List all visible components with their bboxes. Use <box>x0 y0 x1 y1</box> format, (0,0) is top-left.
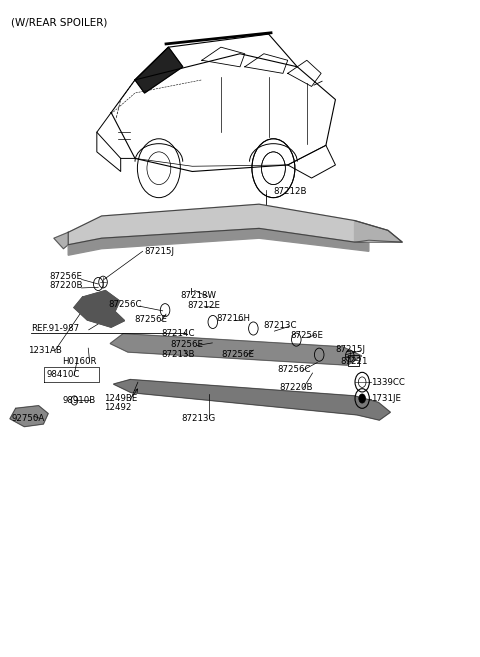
Text: 87212B: 87212B <box>274 187 307 196</box>
Polygon shape <box>68 229 369 255</box>
Text: 87220B: 87220B <box>279 383 312 392</box>
Polygon shape <box>54 233 68 249</box>
Text: 1731JE: 1731JE <box>371 394 401 403</box>
Text: 87214C: 87214C <box>161 329 195 338</box>
Circle shape <box>359 394 365 403</box>
Polygon shape <box>355 221 402 242</box>
Polygon shape <box>68 204 369 245</box>
Bar <box>348 355 359 366</box>
Text: 87212E: 87212E <box>188 301 220 310</box>
Text: (W/REAR SPOILER): (W/REAR SPOILER) <box>11 18 108 28</box>
Polygon shape <box>74 290 124 327</box>
Polygon shape <box>10 406 48 426</box>
Text: 87213B: 87213B <box>161 350 195 359</box>
Text: 87220B: 87220B <box>49 281 83 290</box>
Polygon shape <box>135 47 183 93</box>
Text: 87221: 87221 <box>340 357 368 366</box>
Polygon shape <box>114 380 390 420</box>
Text: 87215J: 87215J <box>144 247 175 256</box>
Text: 87216H: 87216H <box>216 314 250 323</box>
Text: 87256C: 87256C <box>109 300 142 309</box>
Text: 87215J: 87215J <box>336 345 365 354</box>
Text: 98410C: 98410C <box>47 370 80 379</box>
Text: 87213G: 87213G <box>182 415 216 423</box>
Text: REF.91-987: REF.91-987 <box>31 324 79 333</box>
Polygon shape <box>110 334 362 365</box>
Text: 87256E: 87256E <box>221 350 254 359</box>
Text: 12492: 12492 <box>104 403 132 411</box>
Text: 87256C: 87256C <box>277 365 311 374</box>
Text: 87256E: 87256E <box>290 330 323 340</box>
Text: 87213C: 87213C <box>263 321 297 330</box>
Text: 1231AB: 1231AB <box>28 346 61 355</box>
Text: 87256E: 87256E <box>171 340 204 350</box>
Text: 92750A: 92750A <box>12 415 45 423</box>
Text: 87256E: 87256E <box>134 315 167 324</box>
Text: 98910B: 98910B <box>62 396 96 405</box>
Text: 1249BE: 1249BE <box>104 394 137 403</box>
Text: 1339CC: 1339CC <box>371 378 405 387</box>
Text: 87218W: 87218W <box>180 291 216 300</box>
Text: H0160R: H0160R <box>62 357 97 366</box>
Text: 87256E: 87256E <box>49 272 82 281</box>
